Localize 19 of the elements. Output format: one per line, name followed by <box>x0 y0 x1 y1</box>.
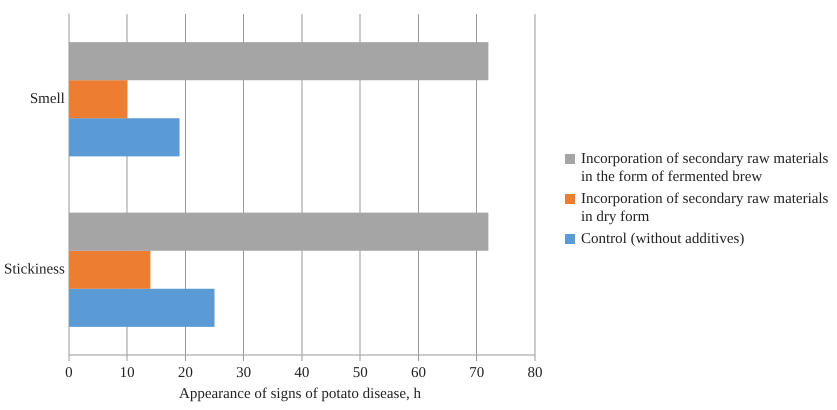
x-tick-label: 0 <box>65 364 73 381</box>
bar <box>69 118 180 156</box>
legend-label: Incorporation of secondary raw materials in dry form <box>581 190 830 226</box>
x-tick-label: 60 <box>410 364 426 381</box>
x-tick-label: 20 <box>178 364 193 381</box>
legend-label: Incorporation of secondary raw materials in the form of fermented brew <box>581 150 830 186</box>
x-tick-label: 50 <box>352 364 368 381</box>
bar <box>69 250 150 289</box>
x-tick-label: 30 <box>236 364 252 381</box>
x-tick-label: 40 <box>294 364 310 381</box>
legend-label: Control (without additives) <box>581 230 744 248</box>
y-tick-label: Smell <box>30 91 65 108</box>
bar <box>69 80 128 118</box>
x-tick-label: 70 <box>469 364 484 381</box>
bar <box>69 288 215 327</box>
y-tick-label: Stickiness <box>4 262 65 278</box>
x-tick-label: 10 <box>120 364 135 381</box>
x-tick-label: 80 <box>528 364 542 381</box>
x-axis-title: Appearance of signs of potato disease, h <box>178 386 422 403</box>
